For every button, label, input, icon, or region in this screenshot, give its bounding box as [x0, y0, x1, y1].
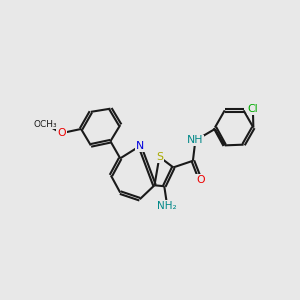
Text: O: O [57, 128, 66, 138]
Text: NH₂: NH₂ [158, 201, 177, 211]
Text: O: O [196, 175, 205, 184]
Text: Cl: Cl [248, 104, 258, 114]
Text: S: S [156, 152, 163, 162]
Text: N: N [136, 141, 144, 151]
Text: NH: NH [187, 136, 204, 146]
Text: OCH₃: OCH₃ [34, 120, 57, 129]
